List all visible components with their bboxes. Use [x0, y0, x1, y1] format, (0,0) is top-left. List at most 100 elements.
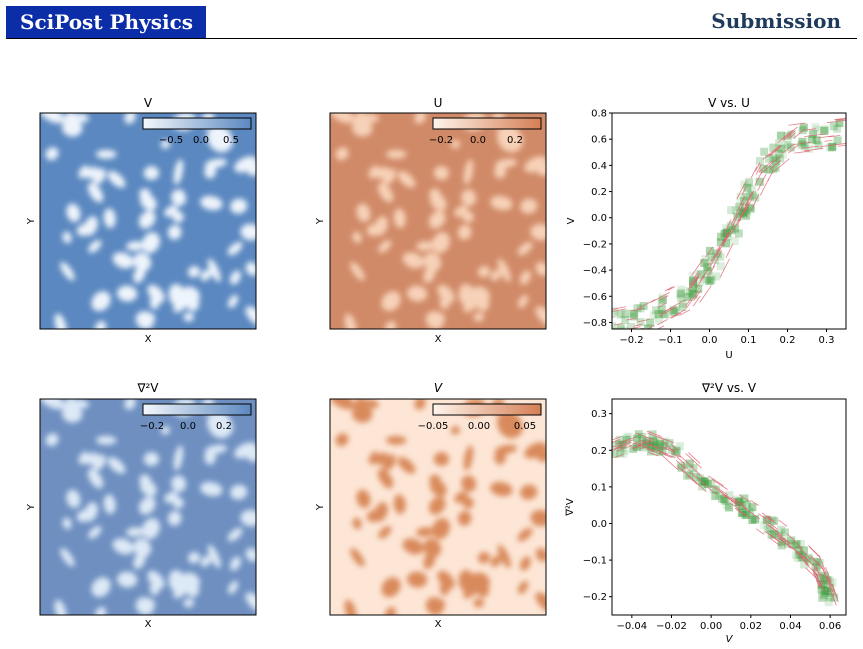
field-blob — [107, 457, 126, 474]
field-blob — [364, 113, 379, 123]
field-blob — [124, 113, 136, 124]
field-blob — [245, 306, 256, 326]
quiver-segment — [793, 141, 812, 146]
density-cell — [677, 294, 686, 303]
density-cell — [818, 593, 827, 602]
field-blob — [245, 547, 256, 562]
density-cell — [751, 193, 760, 202]
quiver-segment — [612, 308, 627, 313]
density-cell — [830, 593, 839, 602]
density-cell — [755, 177, 764, 186]
quiver-segment — [812, 558, 824, 571]
density-cell — [770, 529, 779, 538]
quiver-segment — [691, 258, 704, 276]
density-cell — [809, 130, 818, 139]
quiver-segment — [658, 451, 676, 459]
quiver-segment — [730, 213, 737, 226]
density-cell — [734, 202, 743, 211]
field-blob — [204, 158, 228, 169]
quiver-segment — [766, 515, 775, 521]
density-cell — [669, 306, 678, 315]
density-cell — [825, 143, 834, 152]
density-cell — [709, 485, 718, 494]
quiver-segment — [640, 443, 655, 450]
density-cell — [658, 447, 667, 456]
cbar-tick: 0.00 — [468, 421, 490, 432]
field-blob — [435, 312, 446, 323]
density-cell — [652, 436, 661, 445]
quiver-segment — [615, 439, 628, 445]
quiver-segment — [648, 452, 659, 457]
quiver-segment — [655, 449, 669, 455]
quiver-segment — [828, 134, 841, 138]
density-cell — [833, 124, 842, 133]
quiver-segment — [612, 306, 627, 310]
quiver-segment — [663, 454, 673, 459]
field-blob — [66, 489, 81, 508]
cbar-tick: 0.5 — [223, 135, 239, 146]
quiver-segment — [664, 286, 673, 292]
quiver-segment — [671, 453, 682, 458]
field-blob — [432, 232, 450, 254]
density-cell — [637, 432, 646, 441]
density-cell — [805, 557, 814, 566]
density-cell — [677, 285, 686, 294]
density-cell — [778, 150, 787, 159]
quiver-segment — [721, 236, 728, 248]
density-cell — [657, 298, 666, 307]
quiver-segment — [676, 465, 685, 474]
field-blob — [103, 208, 116, 229]
density-cell — [683, 292, 692, 301]
density-cell — [812, 136, 821, 145]
quiver-segment — [658, 302, 667, 308]
quiver-segment — [755, 162, 761, 172]
field-blob — [423, 538, 442, 558]
field-pattern — [330, 399, 546, 615]
quiver-segment — [758, 160, 773, 173]
field-blob — [183, 598, 195, 608]
quiver-segment — [687, 475, 698, 485]
quiver-segment — [795, 551, 809, 564]
field-blob — [207, 258, 221, 283]
density-cell — [612, 327, 620, 329]
density-cell — [633, 304, 642, 313]
field-blob — [435, 598, 446, 609]
density-cell — [615, 440, 624, 449]
density-cell — [818, 585, 827, 594]
quiver-segment — [755, 528, 765, 535]
field-blob — [350, 548, 365, 567]
density-cell — [759, 520, 768, 529]
quiver-segment — [664, 446, 676, 451]
quiver-segment — [613, 322, 623, 326]
density-cell — [732, 495, 741, 504]
quiver-segment — [813, 569, 822, 588]
x-tick-label: 0.2 — [780, 335, 796, 346]
quiver-segment — [819, 581, 825, 593]
density-cell — [685, 292, 694, 301]
field-blob — [429, 193, 447, 211]
field-blob — [535, 261, 546, 276]
field-blob — [174, 189, 186, 202]
density-cell — [731, 224, 740, 233]
density-cell — [612, 327, 621, 329]
quiver-segment — [825, 567, 832, 583]
density-cell — [651, 441, 660, 450]
panel-title: V — [434, 381, 443, 395]
field-blob — [160, 140, 170, 149]
quiver-segment — [612, 445, 617, 448]
density-cell — [722, 239, 731, 248]
field-blob — [535, 592, 546, 612]
density-cell — [712, 272, 721, 281]
quiver-segment — [730, 500, 741, 508]
quiver-segment — [627, 330, 638, 332]
field-blob — [54, 313, 67, 329]
field-blob — [78, 451, 90, 465]
field-blob — [142, 518, 160, 540]
field-blob — [397, 457, 416, 474]
header-rule — [6, 38, 857, 39]
quiver-segment — [635, 432, 655, 441]
quiver-segment — [834, 143, 846, 146]
panel-v-orange-map: V −0.05 0.00 0.05 X Y — [315, 381, 547, 630]
field-blob — [207, 126, 225, 151]
density-cell — [620, 446, 629, 455]
